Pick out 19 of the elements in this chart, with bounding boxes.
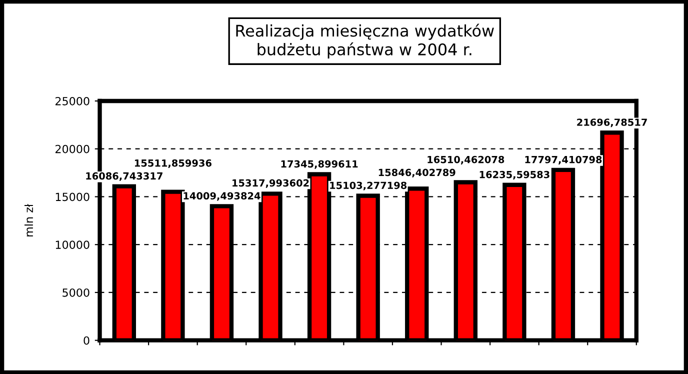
data-label: 21696,78517 (577, 118, 647, 128)
data-label: 15846,402789 (378, 168, 456, 178)
data-label: 16235,59583 (480, 170, 550, 180)
y-tick-label: 5000 (62, 288, 90, 297)
y-axis-title: mln zł (24, 204, 33, 236)
data-label: 17797,410798 (525, 156, 602, 165)
y-tick-label: 25000 (56, 96, 90, 106)
y-tick-label: 10000 (56, 240, 90, 249)
data-label: 16510,462078 (428, 156, 504, 164)
chart-title: Realizacja miesięczna wydatków budżetu państwa w 2004 r. (236, 24, 494, 59)
data-label: 14009,493824 (184, 192, 260, 201)
y-tick-label: 15000 (56, 192, 90, 202)
y-tick-label: 0 (84, 336, 90, 345)
data-label: 16086,743317 (86, 172, 162, 181)
data-label: 15511,859936 (134, 159, 212, 168)
data-label: 15103,277198 (330, 182, 407, 190)
data-label: 15317,993602 (232, 179, 309, 188)
data-label: 17345,899611 (281, 160, 358, 169)
y-tick-label: 20000 (56, 144, 90, 154)
